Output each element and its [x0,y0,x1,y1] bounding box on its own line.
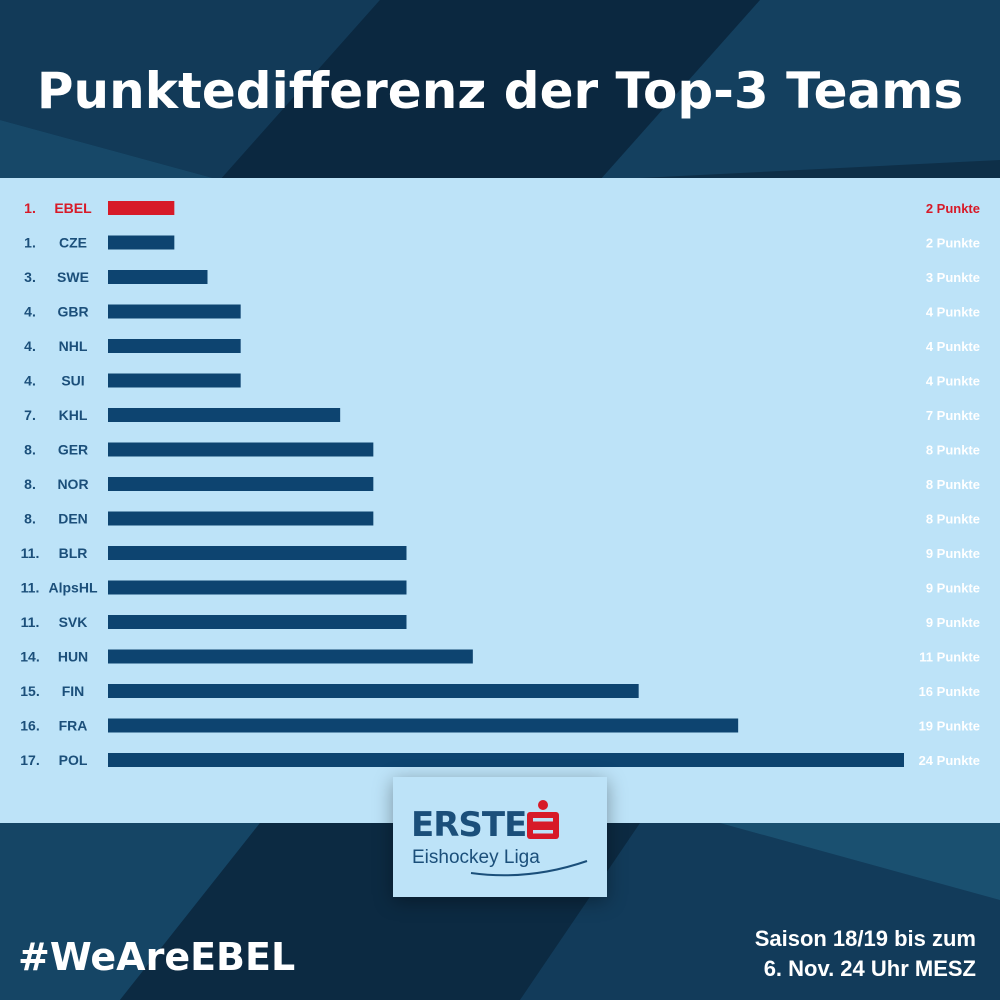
rank-label: 14. [20,649,39,665]
logo-swoosh [470,860,588,877]
rank-label: 4. [24,338,36,354]
team-label: NHL [59,338,88,354]
bar [108,615,407,629]
bar-row: 3. SWE 3 Punkte [24,269,980,285]
rank-label: 4. [24,304,36,320]
bar-row: 4. GBR 4 Punkte [24,304,980,320]
sparkasse-s-icon [527,800,559,839]
bar-row: 11. BLR 9 Punkte [21,545,980,561]
rank-label: 8. [24,511,36,527]
bar [108,270,208,284]
rank-label: 11. [21,580,40,596]
bar [108,753,904,767]
rank-label: 11. [21,614,40,630]
value-label: 3 Punkte [926,270,980,285]
rank-label: 4. [24,373,36,389]
bar [108,477,374,491]
bar [108,339,241,353]
value-label: 2 Punkte [926,236,980,251]
season-footnote: Saison 18/19 bis zum 6. Nov. 24 Uhr MESZ [755,924,976,984]
value-label: 8 Punkte [926,477,980,492]
value-label: 8 Punkte [926,512,980,527]
bar [108,442,374,457]
value-label: 9 Punkte [926,615,980,630]
bar-row: 11. SVK 9 Punkte [21,614,980,630]
bar-row: 1. CZE 2 Punkte [24,235,980,251]
bar [108,546,407,560]
bar-row: 8. NOR 8 Punkte [24,476,980,492]
value-label: 4 Punkte [926,339,980,354]
team-label: CZE [59,235,87,251]
bar-row: 1. EBEL 2 Punkte [24,200,980,216]
bar-row: 16. FRA 19 Punkte [20,718,980,734]
rank-label: 3. [24,269,36,285]
bar [108,201,175,215]
team-label: GER [58,442,88,458]
bar-row: 4. NHL 4 Punkte [24,338,980,354]
bar [108,718,739,733]
chart-panel: 1. EBEL 2 Punkte 1. CZE 2 Punkte 3. SWE 3 Punkte… [0,178,1000,823]
team-label: KHL [59,407,88,423]
hashtag: #WeAreEBEL [18,935,296,979]
footnote-line-2: 6. Nov. 24 Uhr MESZ [763,956,976,981]
rank-label: 8. [24,476,36,492]
value-label: 4 Punkte [926,374,980,389]
team-label: SUI [61,373,84,389]
team-label: DEN [58,511,88,527]
bar [108,684,639,698]
bar-row: 17. POL 24 Punkte [20,752,980,768]
rank-label: 8. [24,442,36,458]
bar-row: 4. SUI 4 Punkte [24,373,980,389]
bar-row: 15. FIN 16 Punkte [20,683,980,699]
bar [108,580,407,595]
rank-label: 17. [20,752,39,768]
rank-label: 11. [21,545,40,561]
value-label: 19 Punkte [919,719,980,734]
bar [108,304,241,319]
team-label: GBR [57,304,88,320]
rank-label: 7. [24,407,36,423]
rank-label: 1. [24,200,36,216]
team-label: FIN [62,683,85,699]
value-label: 11 Punkte [919,650,980,665]
value-label: 2 Punkte [926,201,980,216]
team-label: SWE [57,269,89,285]
value-label: 7 Punkte [926,408,980,423]
erste-liga-logo: ERSTE Eishockey Liga [393,777,607,897]
bar-row: 8. GER 8 Punkte [24,442,980,458]
footnote-line-1: Saison 18/19 bis zum [754,926,976,951]
bar [108,373,241,388]
bar-row: 7. KHL 7 Punkte [24,407,980,423]
bar-chart: 1. EBEL 2 Punkte 1. CZE 2 Punkte 3. SWE 3 Punkte… [20,200,980,768]
rank-label: 1. [24,235,36,251]
bar [108,408,341,422]
team-label: FRA [59,718,88,734]
bar [108,511,374,526]
bar [108,235,175,250]
rank-label: 15. [20,683,39,699]
value-label: 8 Punkte [926,443,980,458]
team-label: BLR [59,545,88,561]
bar-row: 8. DEN 8 Punkte [24,511,980,527]
logo-subtitle: Eishockey Liga [412,847,540,868]
rank-label: 16. [20,718,39,734]
value-label: 9 Punkte [926,546,980,561]
page-title: Punktedifferenz der Top-3 Teams [36,62,964,120]
team-label: NOR [57,476,88,492]
value-label: 24 Punkte [919,753,980,768]
bar-row: 11. AlpsHL 9 Punkte [21,580,980,596]
team-label: AlpsHL [49,580,98,596]
team-label: POL [59,752,88,768]
value-label: 16 Punkte [919,684,980,699]
value-label: 9 Punkte [926,581,980,596]
value-label: 4 Punkte [926,305,980,320]
team-label: SVK [59,614,88,630]
bar [108,649,473,664]
team-label: HUN [58,649,88,665]
team-label: EBEL [54,200,92,216]
logo-wordmark: ERSTE [411,805,527,845]
bar-row: 14. HUN 11 Punkte [20,649,980,665]
